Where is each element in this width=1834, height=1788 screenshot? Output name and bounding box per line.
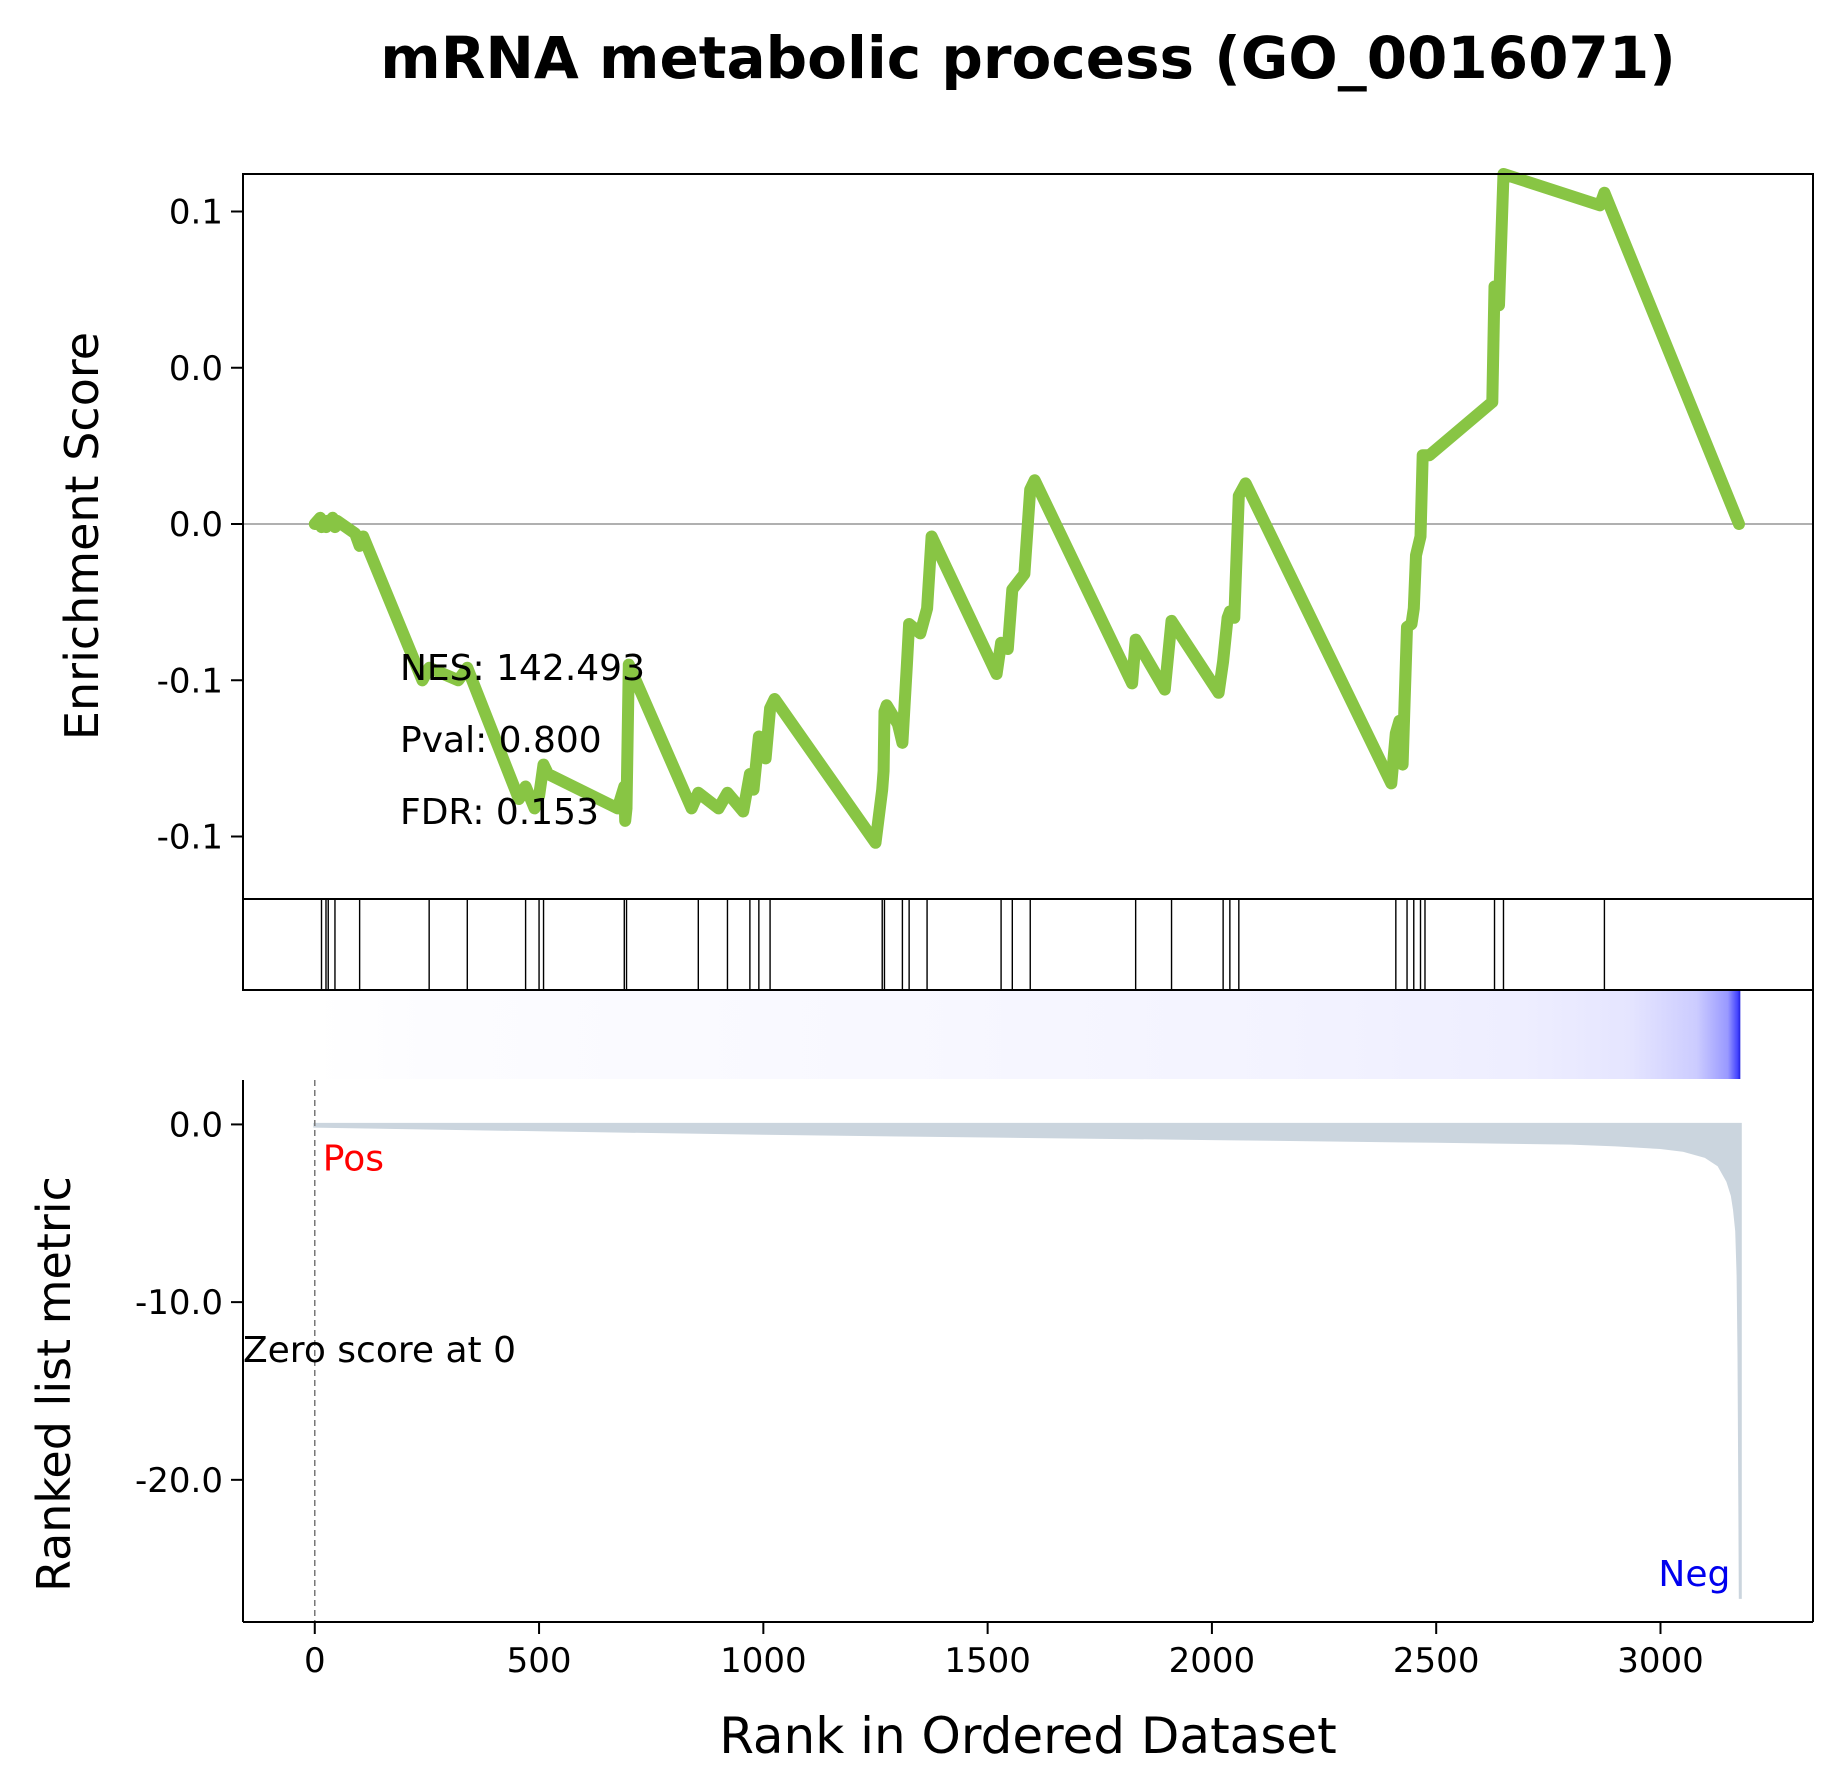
- x-axis-ticks: 0 500 1000 1500 2000 2500 3000: [304, 1622, 1704, 1681]
- pval-annotation: Pval: 0.800: [400, 720, 602, 761]
- x-tick-label: 0: [304, 1641, 326, 1681]
- metric-y-tick-label: 0.0: [169, 1105, 223, 1145]
- pos-label: Pos: [323, 1138, 384, 1179]
- es-y-tick-label: 0.1: [169, 193, 223, 233]
- metric-y-tick-label: -20.0: [135, 1461, 223, 1501]
- x-tick-label: 3000: [1617, 1641, 1704, 1681]
- x-tick-label: 2500: [1393, 1641, 1480, 1681]
- es-y-tick-label: -0.1: [157, 818, 223, 858]
- x-tick-label: 1500: [944, 1641, 1031, 1681]
- x-tick-label: 500: [507, 1641, 572, 1681]
- es-y-axis-label: Enrichment Score: [55, 332, 109, 740]
- es-y-tick-label: -0.1: [157, 661, 223, 701]
- es-y-tick-label: 0.0: [169, 349, 223, 389]
- enrichment-score-panel: 0.1 0.0 0.0 -0.1 -0.1 NES: 142.493 Pval: 0.8…: [55, 168, 1814, 900]
- x-tick-label: 1000: [720, 1641, 807, 1681]
- zero-score-label: Zero score at 0: [243, 1330, 516, 1371]
- gene-hits-panel: [242, 898, 1814, 991]
- x-tick-label: 2000: [1169, 1641, 1256, 1681]
- metric-y-tick-label: -10.0: [135, 1283, 223, 1323]
- ranked-metric-panel: 0.0 -10.0 -20.0 Pos Neg Zero score at 0 0 5…: [27, 990, 1814, 1765]
- es-y-ticks: 0.1 0.0 0.0 -0.1 -0.1: [157, 193, 243, 858]
- es-y-tick-label: 0.0: [169, 505, 223, 545]
- es-curve: [308, 168, 1745, 849]
- metric-y-axis-label: Ranked list metric: [27, 1176, 81, 1592]
- x-axis-label: Rank in Ordered Dataset: [719, 1707, 1336, 1765]
- nes-annotation: NES: 142.493: [400, 648, 645, 689]
- metric-y-ticks: 0.0 -10.0 -20.0: [135, 1105, 243, 1501]
- neg-label: Neg: [1658, 1554, 1730, 1595]
- chart-title: mRNA metabolic process (GO_0016071): [380, 24, 1675, 92]
- hits-frame: [242, 898, 1814, 991]
- rank-color-bar: [314, 991, 1741, 1079]
- fdr-annotation: FDR: 0.153: [400, 792, 599, 833]
- metric-area: [313, 1122, 1742, 1599]
- hit-lines: [320, 899, 1606, 990]
